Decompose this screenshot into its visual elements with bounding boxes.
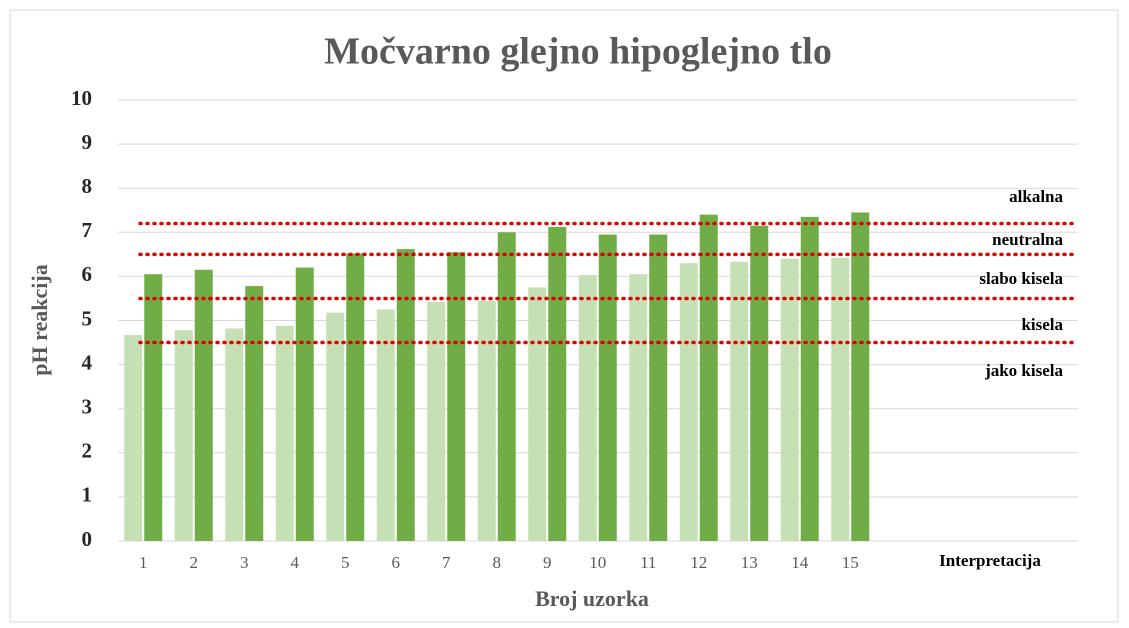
x-tick-label: 12 — [690, 553, 707, 572]
bar — [730, 261, 749, 541]
x-tick-label: 8 — [493, 553, 502, 572]
bar — [649, 234, 668, 541]
bar — [376, 309, 395, 541]
y-tick-label: 3 — [82, 395, 93, 419]
x-tick-label: 4 — [291, 553, 300, 572]
x-tick-label: 6 — [392, 553, 401, 572]
x-tick-label: 15 — [842, 553, 859, 572]
bar — [275, 325, 294, 541]
bar — [396, 249, 415, 542]
y-axis-label: pH reakcija — [27, 264, 52, 375]
bar — [477, 300, 496, 541]
bar — [598, 234, 617, 541]
y-tick-label: 10 — [71, 86, 92, 110]
zone-label: neutralna — [992, 230, 1063, 249]
x-tick-label: 1 — [139, 553, 148, 572]
x-tick-label: 3 — [240, 553, 249, 572]
bar — [447, 252, 466, 541]
y-tick-label: 7 — [82, 218, 93, 242]
zone-label: slabo kisela — [979, 269, 1063, 288]
bar — [427, 301, 446, 541]
y-tick-label: 6 — [82, 262, 93, 286]
zone-label: kisela — [1021, 315, 1063, 334]
bar — [144, 274, 163, 541]
bar — [124, 335, 143, 541]
bar — [699, 214, 718, 541]
zone-label: jako kisela — [984, 361, 1063, 380]
bar — [679, 263, 698, 541]
bar — [497, 232, 516, 542]
bar — [831, 257, 850, 541]
x-tick-label: 7 — [442, 553, 451, 572]
x-tick-label: 13 — [741, 553, 758, 572]
x-tick-label: 9 — [543, 553, 552, 572]
bar — [194, 269, 213, 541]
bar — [851, 212, 870, 541]
bar — [245, 286, 264, 541]
y-tick-label: 9 — [82, 130, 93, 154]
y-tick-label: 4 — [82, 350, 93, 374]
x-tick-label: 14 — [791, 553, 809, 572]
bar — [780, 258, 799, 541]
x-tick-label: 2 — [190, 553, 199, 572]
bar — [750, 225, 769, 541]
bar — [174, 330, 193, 541]
y-tick-label: 5 — [82, 306, 93, 330]
x-tick-label: 10 — [589, 553, 606, 572]
y-tick-label: 2 — [82, 439, 93, 463]
y-tick-label: 0 — [82, 527, 93, 551]
bar — [346, 253, 365, 541]
x-axis-label: Broj uzorka — [535, 586, 649, 611]
y-tick-label: 1 — [82, 483, 93, 507]
y-tick-label: 8 — [82, 174, 93, 198]
bar — [225, 328, 244, 541]
x-tick-label: 11 — [640, 553, 656, 572]
bar — [326, 312, 345, 541]
chart-title: Močvarno glejno hipoglejno tlo — [324, 31, 832, 73]
bar — [800, 216, 819, 542]
bar — [528, 287, 547, 541]
x-tick-label: 5 — [341, 553, 350, 572]
bar — [295, 267, 314, 541]
x-annotation: Interpretacija — [939, 551, 1041, 570]
bar — [548, 227, 567, 541]
bar — [629, 274, 648, 541]
bar — [578, 275, 597, 541]
zone-label: alkalna — [1009, 187, 1063, 206]
